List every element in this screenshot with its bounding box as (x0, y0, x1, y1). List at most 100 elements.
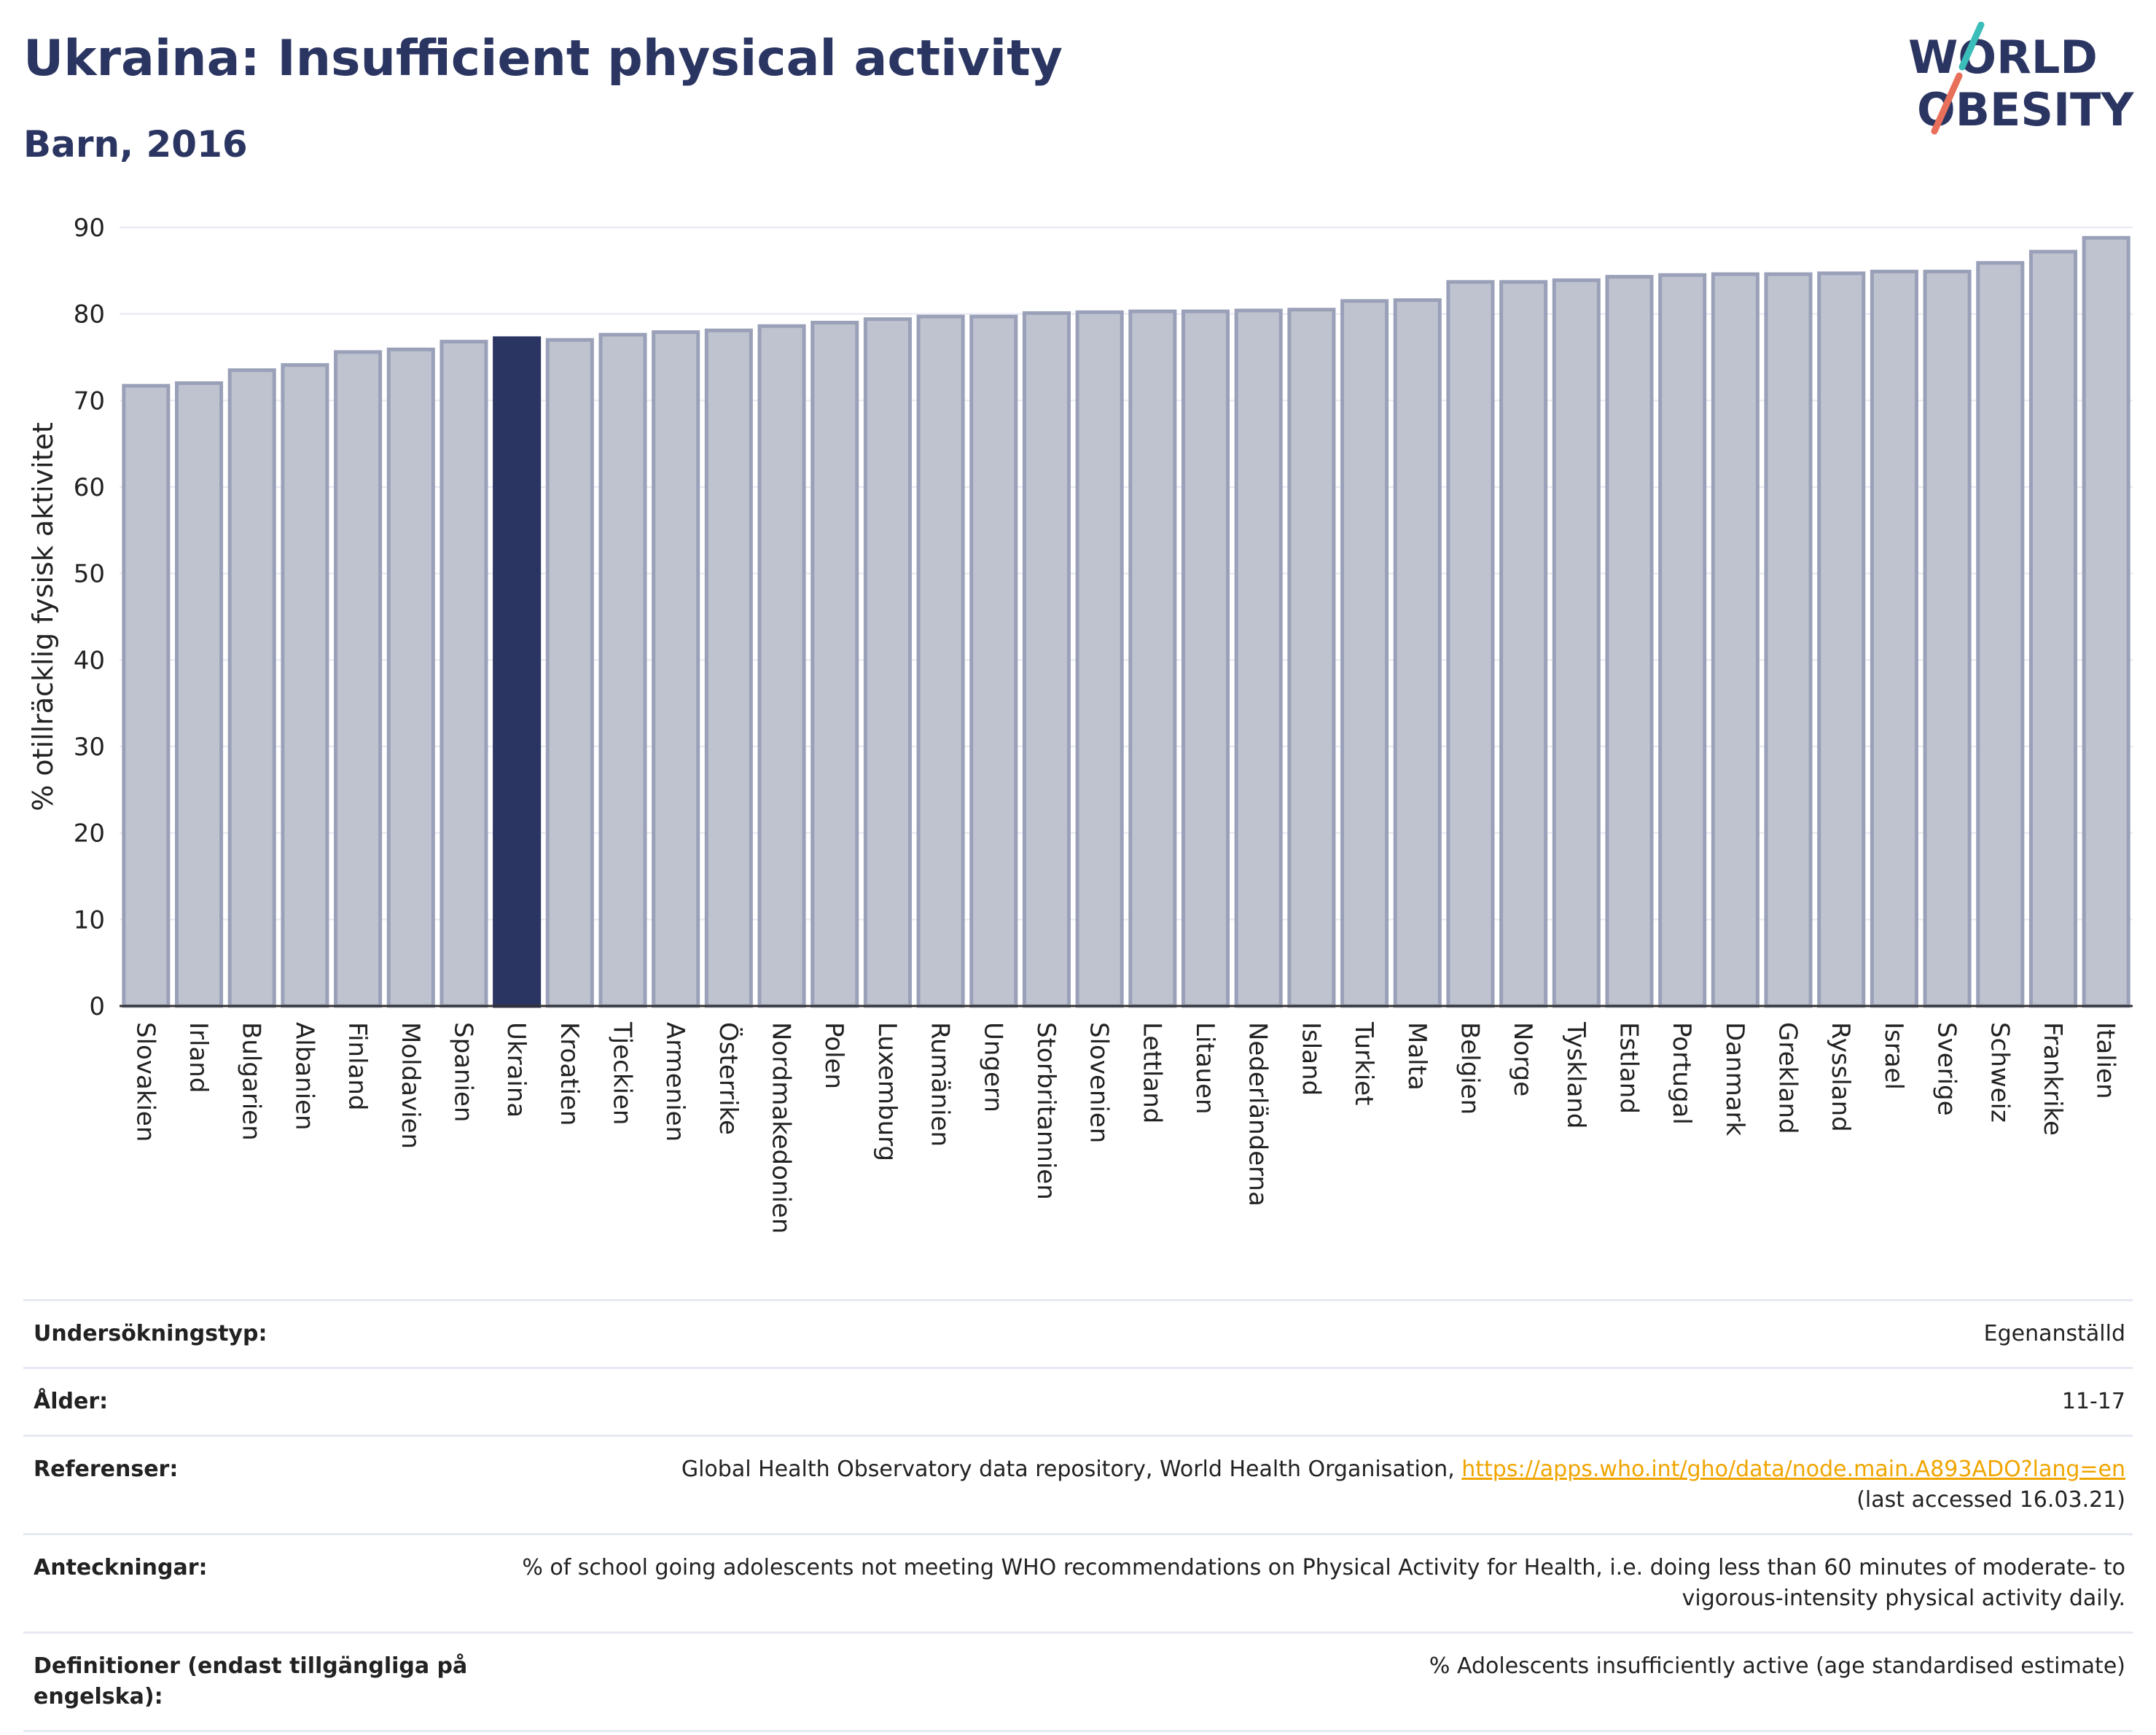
reference-accessed: (last accessed 16.03.21) (1856, 1487, 2125, 1513)
bar-chart: 0 10 20 30 40 50 60 70 80 90 Slovakien Irland Bulgar… (27, 214, 2133, 1233)
bar-ryssland (1817, 271, 1866, 1008)
x-tick-label: Grekland (1773, 1022, 1802, 1134)
bar-island (1287, 308, 1336, 1008)
x-tick-label: Island (1296, 1022, 1325, 1096)
y-tick-label: 60 (74, 473, 105, 502)
x-tick-label: Rumänien (926, 1022, 955, 1147)
x-tick-label: Estland (1614, 1022, 1644, 1114)
bar-schweiz (1976, 261, 2025, 1008)
x-tick-label: Storbritannien (1031, 1022, 1061, 1200)
meta-value: % Adolescents insufficiently active (age… (507, 1631, 2133, 1732)
bar-litauen (1181, 309, 1230, 1008)
bar-ukraina (493, 336, 542, 1008)
meta-label: Ålder: (23, 1367, 507, 1436)
meta-label: Definitioner (endast tillgängliga på eng… (23, 1631, 507, 1732)
metadata-table: Undersökningstyp: Egenanställd Ålder: 11… (23, 1299, 2133, 1732)
bar-polen (811, 321, 859, 1008)
meta-label: Referenser: (23, 1435, 507, 1535)
y-tick-label: 30 (74, 733, 105, 762)
bar-nederländerna (1234, 308, 1283, 1008)
bar-rumänien (916, 314, 965, 1008)
bar-tyskland (1552, 278, 1601, 1008)
axes: 0 10 20 30 40 50 60 70 80 90 Slovakien Irland Bulgar… (74, 214, 2133, 1233)
x-tick-label: Schweiz (1985, 1022, 2014, 1123)
bar-belgien (1446, 280, 1495, 1008)
bar-sverige (1923, 270, 1972, 1008)
meta-value: Egenanställd (507, 1299, 2133, 1368)
x-tick-label: Tjeckien (608, 1021, 637, 1125)
meta-value: Global Health Observatory data repositor… (507, 1435, 2133, 1535)
bar-malta (1393, 298, 1442, 1008)
bar-israel (1870, 270, 1918, 1008)
y-tick-label: 20 (74, 819, 105, 849)
logo-line1: WORLD (1908, 31, 2098, 84)
x-tick-label: Ryssland (1826, 1022, 1855, 1132)
x-tick-label: Albanien (289, 1022, 319, 1131)
x-tick-label: Frankrike (2038, 1022, 2067, 1136)
meta-row-definitions: Definitioner (endast tillgängliga på eng… (23, 1631, 2133, 1732)
meta-row-age: Ålder: 11-17 (23, 1367, 2133, 1436)
x-tick-label: Spanien (448, 1022, 477, 1122)
x-tick-label: Litauen (1190, 1022, 1219, 1115)
y-tick-label: 0 (89, 992, 105, 1021)
bar-moldavien (386, 347, 435, 1008)
meta-label: Anteckningar: (23, 1533, 507, 1633)
x-tick-label: Bulgarien (237, 1022, 266, 1141)
bar-bulgarien (227, 368, 276, 1008)
x-tick-label: Finland (343, 1022, 372, 1111)
x-tick-label: Italien (2091, 1022, 2120, 1099)
y-axis-title: % otillräcklig fysisk aktivitet (27, 422, 59, 811)
x-tick-label: Portugal (1667, 1022, 1696, 1125)
chart-title: Ukraina: Insufficient physical activity (23, 30, 1063, 87)
x-tick-label: Tyskland (1561, 1021, 1590, 1128)
x-tick-label: Armenien (660, 1022, 690, 1142)
bar-danmark (1711, 272, 1759, 1008)
meta-label: Undersökningstyp: (23, 1299, 507, 1368)
x-tick-label: Irland (184, 1022, 213, 1093)
x-tick-label: Slovenien (1085, 1022, 1114, 1143)
bars (122, 235, 2130, 1008)
bar-österrike (704, 328, 753, 1008)
bar-finland (334, 350, 383, 1008)
y-tick-label: 10 (74, 905, 105, 935)
chart-subtitle: Barn, 2016 (23, 123, 248, 165)
x-tick-label: Slovakien (130, 1022, 160, 1142)
bar-irland (174, 381, 224, 1008)
x-tick-label: Norge (1508, 1022, 1537, 1096)
bar-albanien (281, 363, 329, 1008)
y-tick-label: 40 (74, 646, 105, 675)
bar-estland (1605, 275, 1654, 1008)
meta-row-references: Referenser: Global Health Observatory da… (23, 1435, 2133, 1535)
meta-value: % of school going adolescents not meetin… (507, 1533, 2133, 1633)
meta-value: 11-17 (507, 1367, 2133, 1436)
x-tick-label: Ukraina (501, 1022, 531, 1118)
bar-tjeckien (598, 332, 647, 1008)
x-tick-label: Nordmakedonien (767, 1022, 796, 1233)
x-tick-label: Luxemburg (872, 1022, 902, 1161)
y-tick-label: 80 (74, 300, 105, 330)
bar-armenien (652, 330, 700, 1008)
x-tick-label: Österrike (714, 1022, 743, 1135)
x-tick-label: Ungern (978, 1022, 1007, 1112)
x-tick-label: Lettland (1137, 1022, 1166, 1123)
x-tick-label: Israel (1879, 1022, 1908, 1090)
bar-frankrike (2028, 249, 2078, 1008)
x-tick-label: Polen (819, 1022, 848, 1089)
bar-slovakien (122, 383, 171, 1008)
bar-grekland (1764, 272, 1813, 1008)
x-tick-label: Turkiet (1349, 1021, 1378, 1106)
bar-italien (2082, 235, 2130, 1008)
bar-nordmakedonien (757, 324, 806, 1008)
bar-lettland (1128, 309, 1177, 1008)
bar-storbritannien (1022, 311, 1071, 1008)
world-obesity-logo: WORLD OBESITY (1908, 22, 2134, 136)
bar-portugal (1658, 273, 1707, 1008)
meta-row-notes: Anteckningar: % of school going adolesce… (23, 1533, 2133, 1633)
reference-text: Global Health Observatory data repositor… (681, 1457, 1462, 1482)
bar-slovenien (1075, 310, 1124, 1008)
reference-link[interactable]: https://apps.who.int/gho/data/node.main.… (1461, 1457, 2125, 1482)
y-tick-label: 90 (74, 214, 105, 243)
y-tick-label: 70 (74, 386, 105, 416)
y-tick-label: 50 (74, 560, 105, 589)
bar-kroatien (545, 338, 594, 1008)
